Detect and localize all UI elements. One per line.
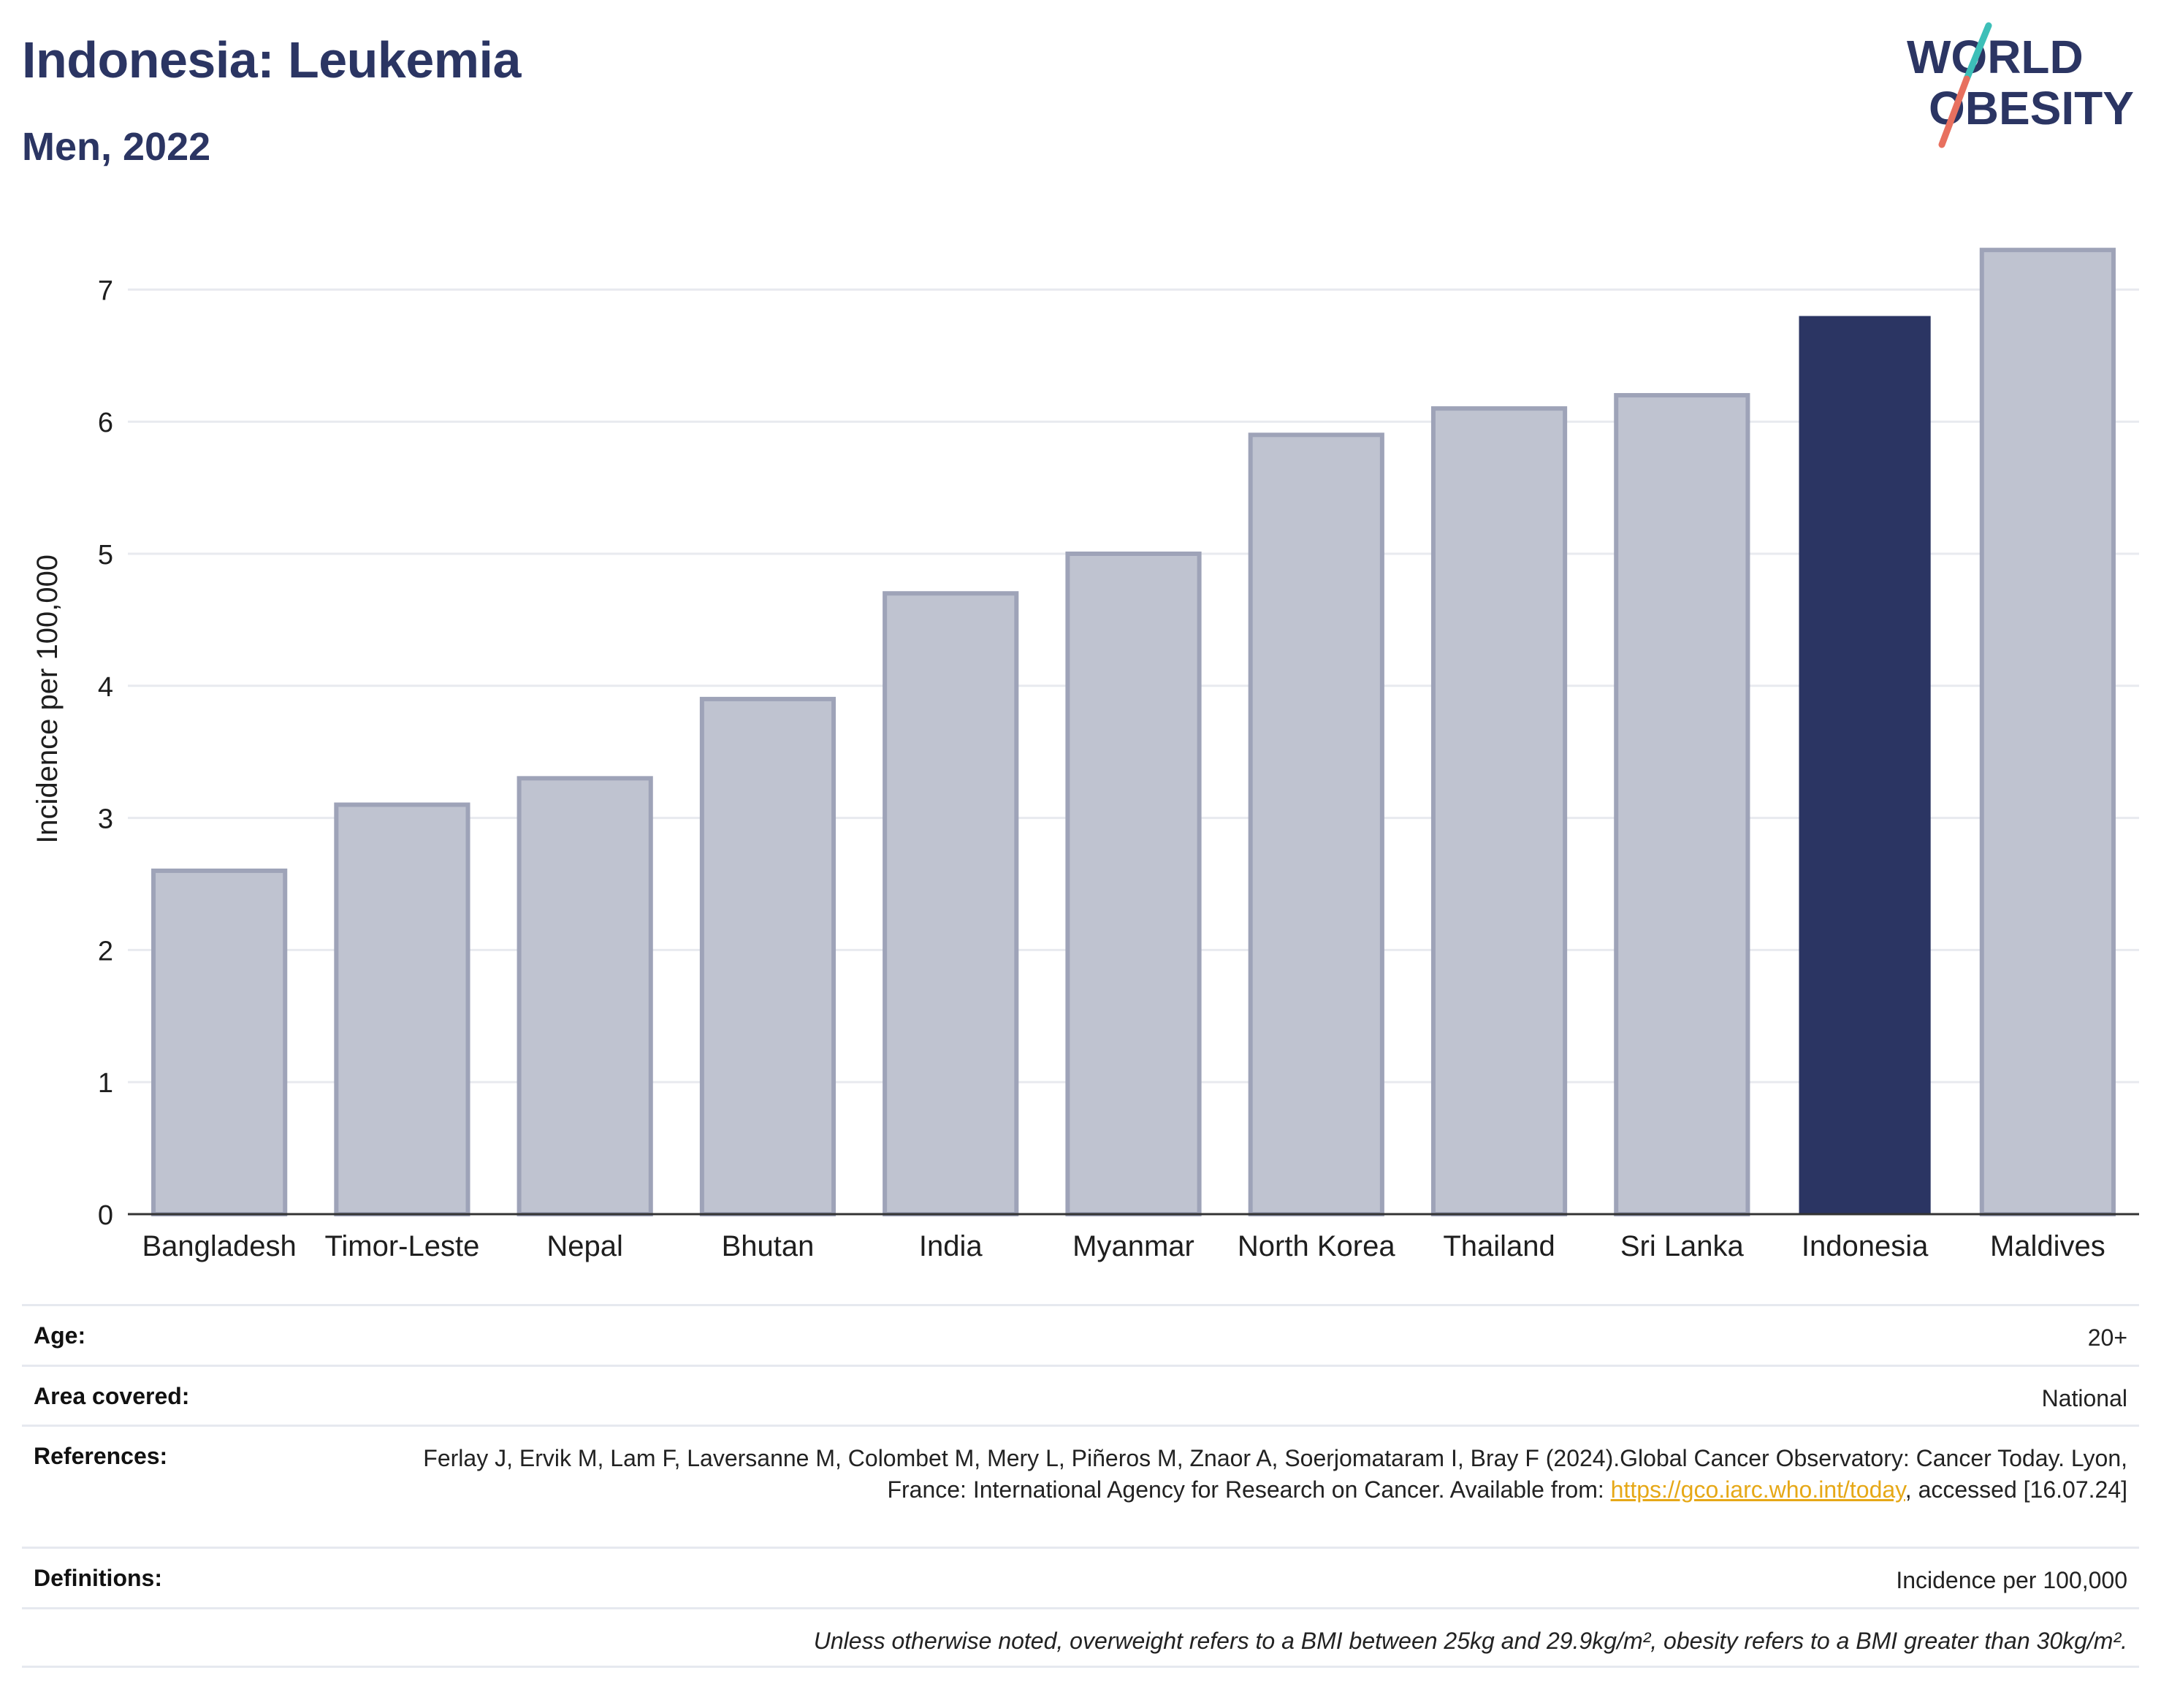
x-tick-label: Thailand (1443, 1230, 1555, 1262)
x-tick-label: Maldives (1990, 1230, 2105, 1262)
x-tick-label: Sri Lanka (1620, 1230, 1745, 1262)
y-tick-label: 3 (98, 804, 113, 835)
info-row-references: References: Ferlay J, Ervik M, Lam F, La… (22, 1425, 2139, 1547)
age-value: 20+ (2087, 1324, 2127, 1351)
logo-slash-teal (1963, 22, 1992, 83)
y-tick-label: 2 (98, 936, 113, 967)
y-tick-label: 4 (98, 672, 113, 703)
references-accessed: , accessed [16.07.24] (1905, 1476, 2127, 1503)
bar-timor-leste (334, 802, 470, 1216)
page-title: Indonesia: Leukemia (22, 31, 521, 88)
y-axis-label: Incidence per 100,000 (31, 554, 64, 844)
references-text: Ferlay J, Ervik M, Lam F, Laversanne M, … (423, 1445, 2127, 1503)
bmi-note: Unless otherwise noted, overweight refer… (813, 1628, 2127, 1654)
x-tick-label: Bangladesh (142, 1230, 296, 1262)
bar-sri-lanka (1614, 393, 1750, 1216)
y-tick-label: 7 (98, 275, 113, 306)
bar-chart: 0 1 2 3 4 5 6 7 Bangladesh Timor-Leste Nepal Bhutan… (31, 248, 2139, 1262)
page-subtitle: Men, 2022 (22, 125, 211, 169)
info-table: Age: 20+ Area covered: National Referenc… (22, 1304, 2139, 1668)
x-tick-label: Nepal (546, 1230, 623, 1262)
info-row-age: Age: 20+ (22, 1304, 2139, 1365)
references-label: References: (34, 1443, 168, 1469)
world-obesity-logo: WORLD OBESITY (1907, 22, 2134, 148)
x-tick-label: Bhutan (722, 1230, 815, 1262)
y-tick-label: 5 (98, 540, 113, 571)
y-tick-label: 0 (98, 1200, 113, 1231)
info-row-definitions: Definitions: Incidence per 100,000 (22, 1547, 2139, 1607)
logo-slash-coral (1938, 75, 1970, 148)
axes: 0 1 2 3 4 5 6 7 Bangladesh Timor-Leste Nepal Bhutan… (98, 275, 2139, 1262)
definitions-label: Definitions: (34, 1565, 162, 1591)
x-tick-label: Indonesia (1802, 1230, 1929, 1262)
bar-maldives (1979, 248, 2116, 1216)
bar-myanmar (1065, 552, 1202, 1216)
x-tick-label: Timor-Leste (324, 1230, 479, 1262)
x-tick-label: Myanmar (1072, 1230, 1194, 1262)
age-label: Age: (34, 1322, 86, 1349)
y-tick-label: 6 (98, 408, 113, 438)
bar-north-korea (1248, 432, 1384, 1216)
info-row-note: Unless otherwise noted, overweight refer… (22, 1607, 2139, 1668)
area-label: Area covered: (34, 1383, 190, 1409)
y-tick-label: 1 (98, 1068, 113, 1099)
x-tick-label: India (919, 1230, 983, 1262)
bar-bangladesh (151, 868, 288, 1217)
bar-india (883, 591, 1019, 1216)
references-link[interactable]: https://gco.iarc.who.int/today (1610, 1476, 1905, 1503)
bars (151, 248, 2116, 1217)
logo-text-world: WORLD (1907, 31, 2084, 83)
definitions-value: Incidence per 100,000 (1896, 1567, 2127, 1593)
bar-bhutan (699, 696, 836, 1216)
bar-nepal (517, 776, 653, 1216)
info-row-area: Area covered: National (22, 1365, 2139, 1425)
x-tick-label: North Korea (1238, 1230, 1395, 1262)
bar-indonesia (1799, 316, 1931, 1214)
references-value: Ferlay J, Ervik M, Lam F, Laversanne M, … (359, 1443, 2127, 1506)
area-value: National (2041, 1385, 2127, 1411)
bar-thailand (1430, 406, 1568, 1216)
